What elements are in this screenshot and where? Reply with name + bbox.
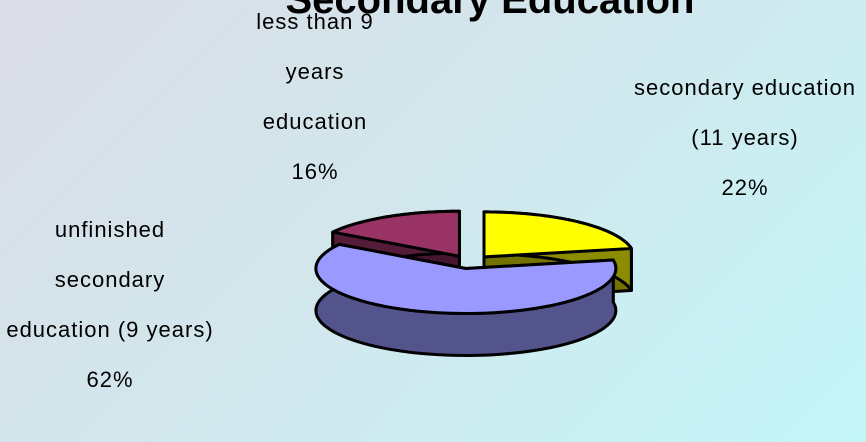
- slice-top: [314, 242, 618, 315]
- slice-label: less than 9 years education 16%: [235, 0, 395, 197]
- slice-label: secondary education (11 years) 22%: [630, 63, 860, 213]
- value-label: 16%: [291, 159, 339, 184]
- value-label: 22%: [721, 175, 769, 200]
- category-label: secondary education (11 years): [633, 75, 857, 150]
- chart-title: Secondary Education: [285, 0, 695, 22]
- category-label: less than 9 years education: [256, 9, 374, 134]
- slice-label: unfinished secondary education (9 years)…: [0, 205, 220, 405]
- slice-top: [482, 210, 633, 259]
- value-label: 62%: [86, 367, 134, 392]
- category-label: unfinished secondary education (9 years): [6, 217, 214, 342]
- slice-top: [331, 209, 461, 258]
